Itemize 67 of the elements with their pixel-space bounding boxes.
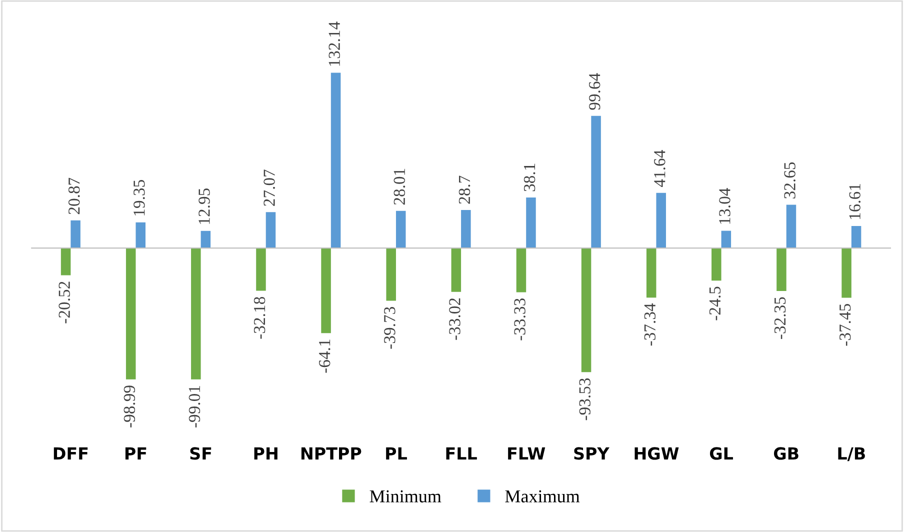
bar <box>786 204 796 248</box>
data-label: 20.87 <box>68 178 80 214</box>
bar <box>266 212 276 248</box>
data-label: -64.1 <box>319 340 330 373</box>
bar <box>396 210 406 248</box>
data-label: 132.14 <box>328 22 340 66</box>
bar <box>200 230 211 248</box>
x-tick-label: SF <box>190 447 212 460</box>
data-label: 99.64 <box>589 73 600 110</box>
data-label: 41.64 <box>654 150 666 187</box>
bar <box>776 248 786 291</box>
x-tick-label: PF <box>125 447 146 460</box>
bar <box>451 248 462 292</box>
data-label: -33.33 <box>514 298 526 340</box>
data-label: -20.52 <box>58 282 70 324</box>
legend-label: Maximum <box>505 490 580 502</box>
bar <box>256 248 266 291</box>
x-tick-label: PL <box>386 447 407 460</box>
data-label: 19.35 <box>134 180 145 216</box>
bar <box>712 248 722 281</box>
bar <box>581 248 592 372</box>
bar <box>70 220 80 248</box>
bar <box>461 210 471 248</box>
data-label: 38.1 <box>524 164 536 192</box>
bar <box>126 248 136 380</box>
x-tick-label: GB <box>774 447 798 460</box>
x-tick-label: NPTPP <box>301 447 362 460</box>
data-label: -98.99 <box>124 386 136 428</box>
bar <box>321 248 331 334</box>
data-label: -24.5 <box>709 286 721 320</box>
x-tick-label: GL <box>710 447 733 460</box>
data-label: 28.01 <box>394 168 406 205</box>
x-tick-label: HGW <box>634 447 679 460</box>
x-tick-label: FLL <box>446 447 477 460</box>
bar <box>60 248 71 276</box>
legend-label: Minimum <box>370 490 442 502</box>
data-label: 12.95 <box>198 188 210 224</box>
data-label: -39.73 <box>384 306 396 349</box>
bar <box>721 230 732 248</box>
bar <box>526 198 536 248</box>
x-tick-label: FLW <box>508 447 546 460</box>
bar <box>842 248 852 298</box>
bar <box>851 226 862 248</box>
data-label: 13.04 <box>719 188 730 224</box>
x-tick-label: SPY <box>574 447 610 460</box>
data-label: -37.45 <box>839 304 851 346</box>
data-label: -93.53 <box>579 378 591 420</box>
bar <box>646 248 656 298</box>
bar <box>136 222 146 248</box>
bar <box>386 248 396 301</box>
bar <box>591 116 601 248</box>
data-label: 28.7 <box>458 176 470 204</box>
bar <box>191 248 201 380</box>
data-label: -37.34 <box>644 303 656 346</box>
bar <box>516 248 526 292</box>
x-tick-label: PH <box>254 447 278 460</box>
data-label: 16.61 <box>849 184 861 220</box>
data-label: -32.18 <box>254 296 266 339</box>
bar <box>656 192 666 248</box>
data-label: -33.02 <box>449 298 460 340</box>
data-label: -99.01 <box>188 386 200 428</box>
x-tick-label: DFF <box>54 447 88 460</box>
x-tick-label: L/B <box>838 447 865 462</box>
bar <box>330 72 341 248</box>
data-label: 27.07 <box>264 170 275 206</box>
data-label: -32.35 <box>774 297 786 339</box>
data-label: 32.65 <box>784 162 796 198</box>
